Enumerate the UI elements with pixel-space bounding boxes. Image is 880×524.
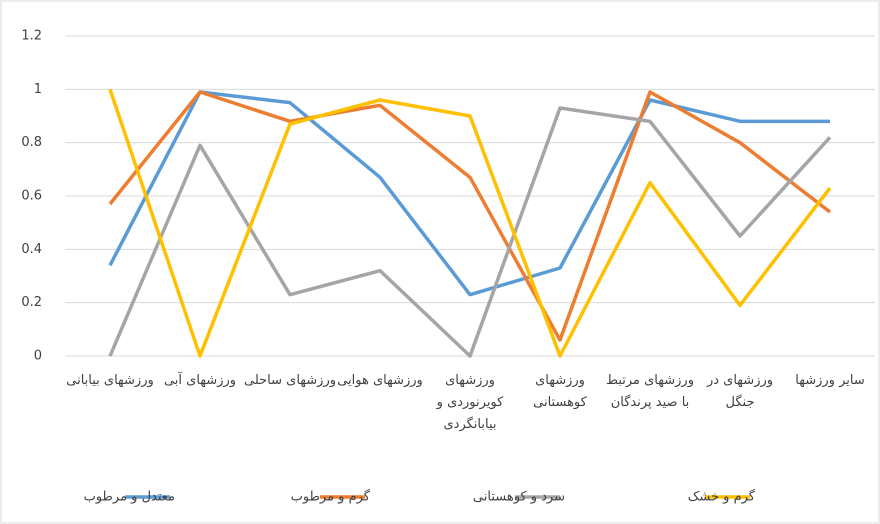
x-tick-label: سایر ورزشها [795, 373, 865, 388]
y-tick-label: 1 [34, 82, 42, 97]
y-tick-label: 0.4 [21, 242, 42, 257]
series-line [108, 88, 832, 358]
y-tick-label: 1.2 [21, 29, 42, 44]
y-tick-label: 0.6 [21, 189, 42, 204]
x-tick-label: ورزشهای کویرنوردی و بیابانگردی [436, 373, 504, 432]
legend-label: سرد و کوهستانی [473, 490, 565, 505]
legend-label: معتدل و مرطوب [84, 490, 175, 505]
x-tick-label: ورزشهای مرتبط با صید پرندگان [605, 373, 694, 410]
x-tick-label: ورزشهای آبی [163, 373, 237, 388]
x-tick-label: ورزشهای کوهستانی [533, 373, 587, 410]
series-line [108, 106, 832, 358]
y-tick-label: 0 [34, 349, 42, 364]
x-tick-label: ورزشهای هوایی [337, 373, 423, 388]
legend-label: گرم و خشک [688, 489, 756, 505]
series-line [108, 90, 830, 297]
legend-label: گرم و مرطوب [291, 489, 371, 505]
x-tick-label: ورزشهای در جنگل [706, 373, 774, 410]
series-line [108, 90, 832, 342]
y-tick-label: 0.8 [21, 135, 42, 150]
x-tick-label: ورزشهای ساحلی [243, 373, 336, 388]
x-tick-label: ورزشهای بیابانی [66, 373, 154, 388]
y-tick-label: 0.2 [21, 295, 42, 310]
